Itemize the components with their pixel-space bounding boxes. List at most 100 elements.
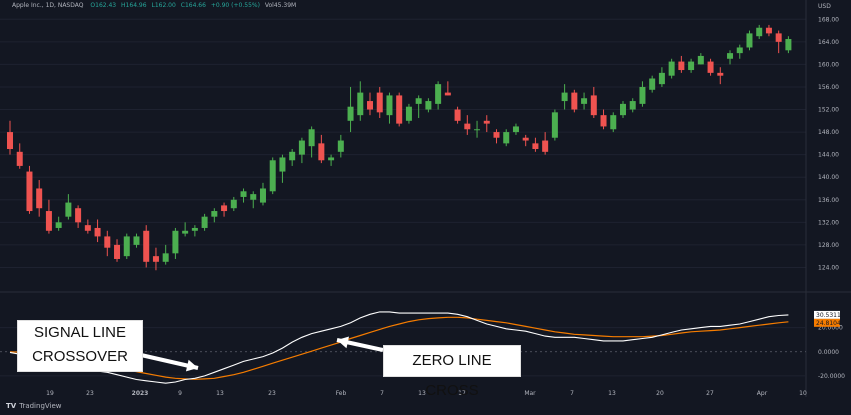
bear-candle xyxy=(221,205,228,212)
bear-candle xyxy=(775,33,782,42)
zero-line-cross-arrow xyxy=(336,336,384,352)
bull-candle xyxy=(503,132,510,144)
time-tick-label: Feb xyxy=(336,390,347,397)
bull-candle xyxy=(182,230,189,234)
low-value: L162.00 xyxy=(151,2,176,9)
price-tick-label: 140.00 xyxy=(818,174,839,181)
bull-candle xyxy=(435,84,442,104)
bear-candle xyxy=(143,230,150,262)
symbol-title[interactable]: Apple Inc., 1D, NASDAQ xyxy=(12,2,84,9)
bull-candle xyxy=(649,78,656,90)
bull-candle xyxy=(697,55,704,65)
bull-candle xyxy=(240,191,247,197)
bear-candle xyxy=(571,92,578,110)
bear-candle xyxy=(7,132,13,149)
volume-value: Vol45.39M xyxy=(264,2,297,9)
price-tick-label: 168.00 xyxy=(818,16,839,23)
bull-candle xyxy=(250,194,257,200)
tradingview-logo-icon: TV xyxy=(6,402,17,410)
bull-candle xyxy=(123,236,130,257)
bear-candle xyxy=(376,92,383,113)
price-tick-label: 152.00 xyxy=(818,107,839,114)
bear-candle xyxy=(26,171,33,212)
bear-candle xyxy=(114,244,121,259)
bear-candle xyxy=(542,140,549,152)
bull-candle xyxy=(162,253,169,262)
time-tick-label: 23 xyxy=(86,390,94,397)
bull-candle xyxy=(279,157,286,172)
signal-value-label: 24.8104 xyxy=(816,320,841,327)
time-tick-label: 7 xyxy=(570,390,574,397)
tradingview-brand[interactable]: TV TradingView xyxy=(6,402,62,410)
time-tick-label: 17 xyxy=(458,390,466,397)
price-tick-label: 132.00 xyxy=(818,219,839,226)
bull-candle xyxy=(474,129,481,131)
brand-name: TradingView xyxy=(19,402,62,410)
price-tick-label: 136.00 xyxy=(818,197,839,204)
bear-candle xyxy=(532,143,539,149)
bull-candle xyxy=(357,92,364,116)
time-tick-label: 27 xyxy=(706,390,714,397)
bear-candle xyxy=(765,27,772,34)
bull-candle xyxy=(308,129,315,147)
bull-candle xyxy=(736,47,743,54)
price-tick-label: 164.00 xyxy=(818,39,839,46)
bear-candle xyxy=(318,143,325,161)
zero-line-cross-callout: ZERO LINE CROSS xyxy=(383,345,521,399)
bear-candle xyxy=(367,101,374,110)
bull-candle xyxy=(629,101,636,110)
time-tick-label: 9 xyxy=(178,390,182,397)
signal-line-label: SIGNAL LINE xyxy=(34,324,126,341)
candles xyxy=(7,24,792,271)
time-tick-label: 13 xyxy=(418,390,426,397)
time-tick-label: 7 xyxy=(380,390,384,397)
time-tick-label: 13 xyxy=(608,390,616,397)
price-axis: 124.00 128.00 132.00 136.00 140.00 144.00 148.… xyxy=(814,3,845,380)
bear-candle xyxy=(464,123,471,130)
bear-candle xyxy=(444,92,451,96)
bear-candle xyxy=(600,115,607,127)
price-tick-label: 148.00 xyxy=(818,129,839,136)
bull-candle xyxy=(658,72,665,85)
signal-line-crossover-callout: SIGNAL LINE CROSSOVER xyxy=(17,320,143,372)
currency-label: USD xyxy=(818,3,831,10)
bear-candle xyxy=(678,61,685,71)
bull-candle xyxy=(337,140,344,152)
time-tick-label: 19 xyxy=(46,390,54,397)
bull-candle xyxy=(756,27,763,37)
bull-candle xyxy=(211,211,218,217)
bull-candle xyxy=(201,216,208,228)
signal-crossover-arrow xyxy=(140,353,199,372)
bear-candle xyxy=(707,61,714,73)
change-value: +0.90 (+0.55%) xyxy=(210,2,260,9)
bull-candle xyxy=(581,98,588,104)
bear-candle xyxy=(454,109,461,121)
time-tick-label: 10 xyxy=(799,390,807,397)
price-tick-label: 156.00 xyxy=(818,84,839,91)
high-value: H164.96 xyxy=(121,2,147,9)
bull-candle xyxy=(727,53,734,59)
open-value: O162.43 xyxy=(90,2,117,9)
bear-candle xyxy=(75,208,82,223)
bull-candle xyxy=(425,101,432,110)
bull-candle xyxy=(289,151,296,161)
bear-candle xyxy=(717,72,724,76)
macd-line xyxy=(9,311,789,384)
bull-candle xyxy=(405,106,412,121)
signal-value-badge xyxy=(814,318,840,327)
bull-candle xyxy=(415,98,422,104)
bull-candle xyxy=(328,157,335,161)
price-tick-label: 160.00 xyxy=(818,61,839,68)
bull-candle xyxy=(298,140,305,155)
bull-candle xyxy=(610,115,617,130)
bull-candle xyxy=(561,92,568,102)
time-tick-label: 23 xyxy=(268,390,276,397)
price-tick-label: 128.00 xyxy=(818,242,839,249)
bear-candle xyxy=(590,95,597,116)
chart-header: Apple Inc., 1D, NASDAQ O162.43 H164.96 L… xyxy=(12,2,298,9)
bull-candle xyxy=(386,95,393,116)
bull-candle xyxy=(619,103,626,116)
bull-candle xyxy=(347,106,354,121)
annotation-arrows xyxy=(140,336,384,372)
bear-candle xyxy=(483,120,490,124)
